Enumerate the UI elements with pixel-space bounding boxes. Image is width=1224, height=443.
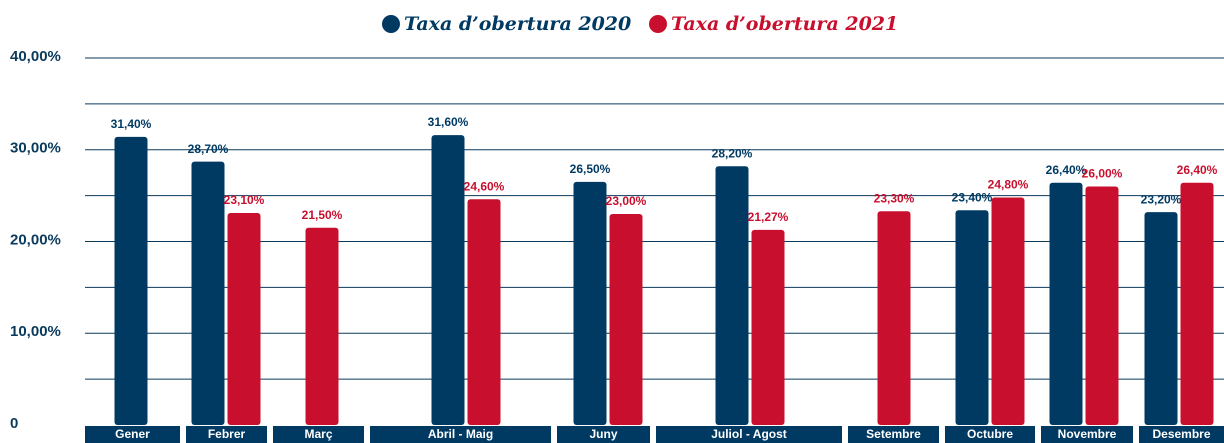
bar <box>114 136 148 425</box>
x-tick-label: Setembre <box>866 427 921 441</box>
category-box <box>945 426 1035 443</box>
x-tick-label: Novembre <box>1058 427 1117 441</box>
x-tick-label: Juliol - Agost <box>711 427 787 441</box>
x-tick-label: Juny <box>589 427 617 441</box>
value-label: 23,00% <box>606 194 647 208</box>
value-label: 28,70% <box>188 142 229 156</box>
value-label: 26,50% <box>570 162 611 176</box>
bar <box>751 229 785 425</box>
bar <box>1180 182 1214 425</box>
y-tick-label: 20,00% <box>10 231 61 248</box>
value-label: 26,00% <box>1082 167 1123 181</box>
value-label: 24,60% <box>464 179 505 193</box>
value-label: 31,60% <box>428 115 469 129</box>
value-label: 31,40% <box>111 117 152 131</box>
bar <box>227 213 261 425</box>
bar <box>1085 186 1119 425</box>
value-label: 23,40% <box>952 190 993 204</box>
bar <box>715 166 749 425</box>
x-tick-label: Gener <box>115 427 150 441</box>
value-label: 26,40% <box>1046 163 1087 177</box>
y-tick-label: 40,00% <box>10 48 61 65</box>
bar <box>305 227 339 425</box>
category-box <box>85 426 180 443</box>
value-label: 28,20% <box>712 146 753 160</box>
bar <box>431 135 465 425</box>
value-label: 21,50% <box>302 208 343 222</box>
bar <box>955 210 989 425</box>
value-label: 21,27% <box>748 210 789 224</box>
category-box <box>848 426 939 443</box>
legend-marker <box>649 15 667 33</box>
category-box <box>186 426 267 443</box>
bar <box>1144 212 1178 425</box>
y-tick-label: 30,00% <box>10 140 61 157</box>
value-label: 23,10% <box>224 193 265 207</box>
category-box <box>273 426 364 443</box>
bar <box>991 197 1025 425</box>
x-tick-label: Abril - Maig <box>428 427 493 441</box>
y-tick-label: 0 <box>10 415 18 432</box>
bar <box>877 211 911 425</box>
x-tick-label: Desembre <box>1152 427 1210 441</box>
value-label: 23,20% <box>1141 192 1182 206</box>
category-box <box>1139 426 1224 443</box>
value-label: 23,30% <box>874 191 915 205</box>
category-box <box>656 426 842 443</box>
category-box <box>557 426 650 443</box>
legend-label: Taxa d’obertura 2021 <box>671 13 898 35</box>
x-tick-label: Març <box>304 427 332 441</box>
x-tick-label: Octubre <box>967 427 1013 441</box>
x-tick-label: Febrer <box>208 427 246 441</box>
value-label: 24,80% <box>988 178 1029 192</box>
legend-label: Taxa d’obertura 2020 <box>404 13 631 35</box>
bar <box>1049 182 1083 425</box>
bar <box>609 213 643 425</box>
bar <box>573 181 607 425</box>
category-box <box>1041 426 1133 443</box>
bar <box>191 161 225 426</box>
y-tick-label: 10,00% <box>10 323 61 340</box>
value-label: 26,40% <box>1177 163 1218 177</box>
legend-marker <box>382 15 400 33</box>
category-box <box>370 426 551 443</box>
bar <box>467 199 501 425</box>
